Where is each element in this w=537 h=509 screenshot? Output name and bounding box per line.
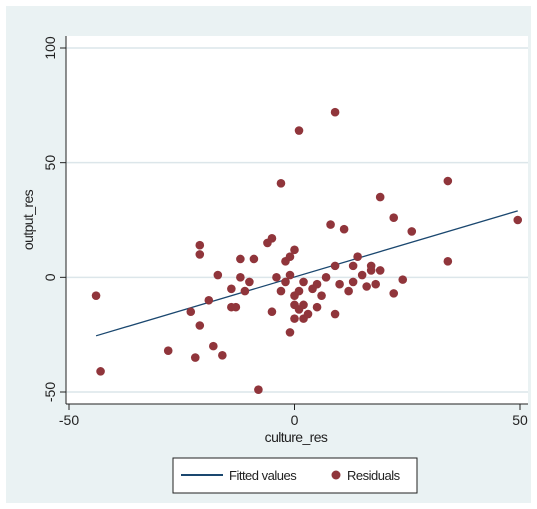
residual-point bbox=[389, 289, 399, 298]
legend-residuals-marker bbox=[331, 470, 341, 480]
residual-point bbox=[398, 275, 408, 284]
residual-point bbox=[513, 215, 523, 225]
residual-point bbox=[299, 300, 308, 310]
residual-point bbox=[312, 279, 322, 289]
residual-point bbox=[317, 291, 326, 300]
residual-point bbox=[330, 107, 340, 117]
x-tick-label: 50 bbox=[512, 412, 528, 428]
chart-figure: -50 0 50 100 -50 0 50 output_res culture_res F… bbox=[6, 6, 531, 503]
residual-point bbox=[272, 273, 281, 282]
residual-point bbox=[195, 321, 205, 330]
residual-point bbox=[371, 279, 380, 289]
residual-point bbox=[204, 295, 214, 305]
y-tick-label: 0 bbox=[42, 273, 58, 281]
residual-point bbox=[285, 252, 295, 261]
residual-point bbox=[443, 256, 453, 266]
residual-point bbox=[326, 220, 335, 229]
legend-fitted-label: Fitted values bbox=[229, 468, 297, 483]
x-axis-title: culture_res bbox=[265, 429, 328, 445]
residual-point bbox=[186, 307, 196, 317]
residual-point bbox=[195, 250, 205, 259]
residual-point bbox=[245, 277, 254, 287]
residual-point bbox=[321, 273, 331, 282]
residual-point bbox=[218, 351, 227, 360]
axes: -50 0 50 100 -50 0 50 bbox=[42, 36, 528, 428]
residual-point bbox=[91, 291, 101, 300]
residual-point bbox=[330, 261, 340, 271]
residual-point bbox=[213, 270, 223, 280]
residual-point bbox=[353, 252, 362, 261]
legend-residuals-label: Residuals bbox=[347, 468, 401, 483]
residual-point bbox=[267, 234, 277, 243]
residual-point bbox=[236, 273, 245, 282]
residual-point bbox=[231, 302, 241, 312]
residual-point bbox=[195, 240, 205, 250]
y-tick-label: 50 bbox=[42, 155, 58, 171]
residual-point bbox=[312, 302, 322, 312]
residual-point bbox=[357, 270, 367, 280]
residual-point bbox=[281, 277, 290, 287]
grid-lines bbox=[66, 47, 528, 393]
residual-point bbox=[303, 309, 313, 319]
residual-point bbox=[443, 176, 453, 186]
residual-point bbox=[362, 282, 371, 291]
residual-point bbox=[375, 192, 385, 202]
residual-point bbox=[227, 284, 236, 294]
residual-point bbox=[294, 126, 304, 135]
y-tick-label: 100 bbox=[42, 36, 58, 60]
legend: Fitted values Residuals bbox=[172, 457, 418, 494]
residual-point bbox=[240, 286, 250, 296]
y-tick-label: -50 bbox=[42, 382, 58, 402]
residual-point bbox=[348, 261, 358, 271]
x-tick-label: 0 bbox=[291, 412, 299, 428]
residual-point bbox=[276, 286, 286, 296]
residual-point bbox=[163, 346, 173, 356]
residual-point bbox=[348, 277, 358, 287]
residual-point bbox=[299, 277, 308, 287]
residual-point bbox=[249, 254, 259, 264]
residual-point bbox=[254, 385, 263, 395]
residual-point bbox=[330, 309, 340, 319]
residual-point bbox=[339, 224, 349, 234]
residual-point bbox=[389, 213, 399, 223]
residual-point bbox=[366, 261, 376, 271]
fitted-line-group bbox=[95, 210, 518, 337]
residual-point bbox=[290, 245, 299, 255]
residual-point bbox=[335, 279, 344, 289]
y-axis-title: output_res bbox=[20, 189, 36, 250]
residual-point bbox=[267, 307, 277, 317]
residual-point bbox=[344, 286, 353, 296]
scatter-chart: -50 0 50 100 -50 0 50 output_res culture_res F… bbox=[20, 36, 528, 494]
fitted-line bbox=[95, 210, 518, 337]
x-tick-label: -50 bbox=[59, 412, 79, 428]
residual-point bbox=[285, 270, 295, 280]
residual-point bbox=[209, 341, 218, 351]
residual-point bbox=[285, 328, 295, 337]
residual-point bbox=[375, 266, 385, 275]
residual-point bbox=[236, 254, 245, 264]
residual-point bbox=[294, 286, 304, 296]
residual-point bbox=[407, 227, 417, 236]
residual-points bbox=[91, 107, 523, 395]
residual-point bbox=[96, 367, 105, 376]
residual-point bbox=[276, 179, 286, 188]
plot-area bbox=[66, 36, 528, 404]
residual-point bbox=[190, 353, 200, 362]
residual-point bbox=[290, 314, 299, 323]
